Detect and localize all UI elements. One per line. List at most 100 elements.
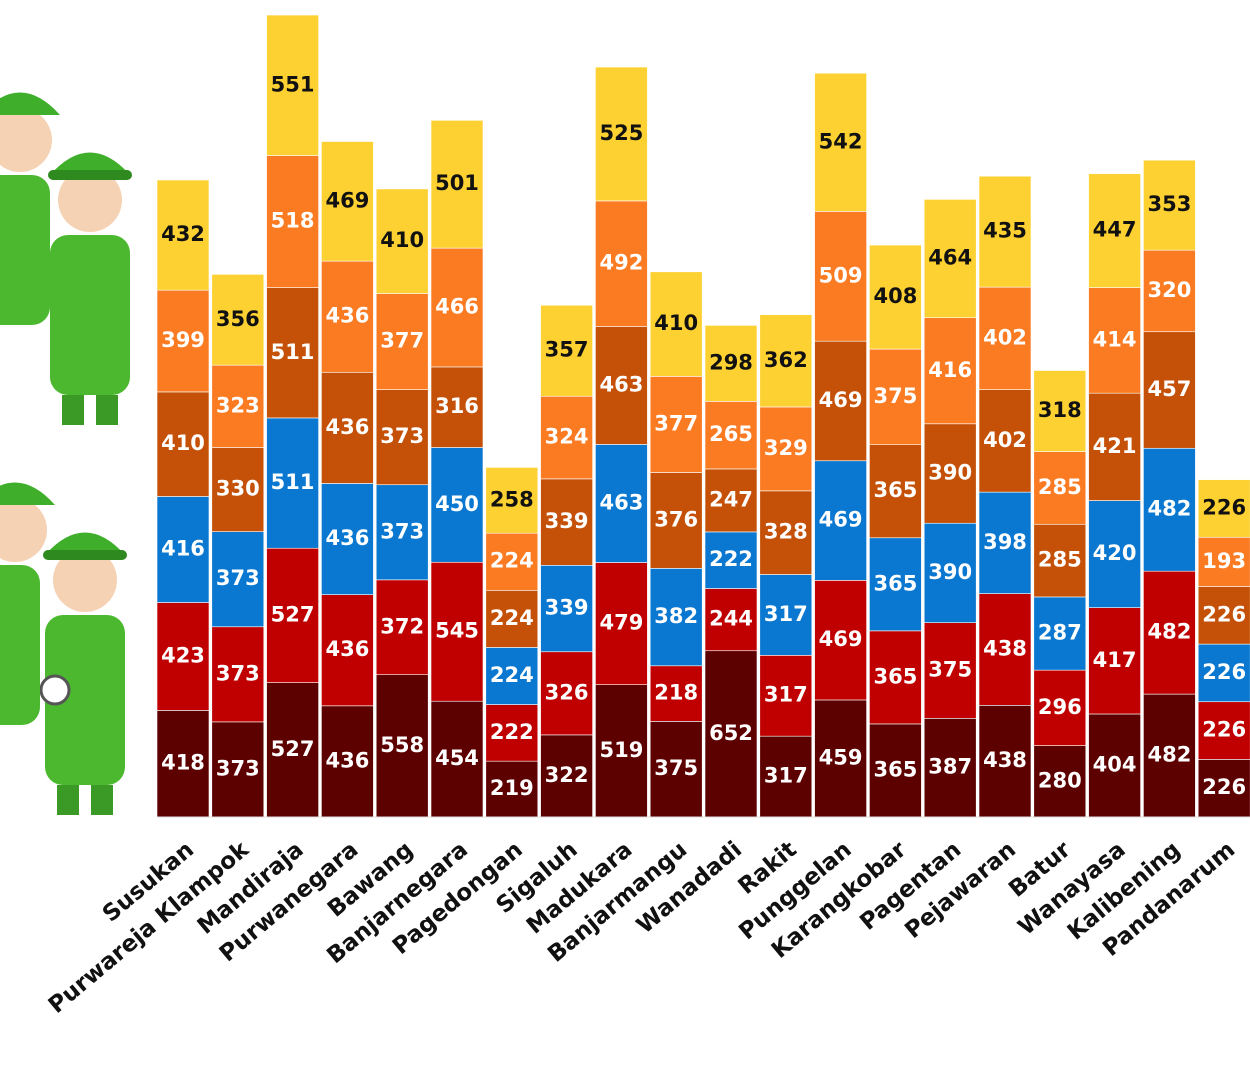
value-label: 287: [1038, 621, 1082, 645]
bar-segment: [1143, 331, 1196, 449]
value-label: 373: [380, 519, 424, 543]
bar-segment: [266, 287, 319, 419]
bar-segment: [923, 622, 977, 719]
value-label: 404: [1093, 752, 1137, 776]
bar-segment: [156, 710, 210, 818]
bar-segment: [923, 317, 977, 425]
value-label: 398: [983, 530, 1027, 554]
value-label: 285: [1038, 548, 1082, 572]
bar-segment: [814, 211, 867, 342]
value-label: 482: [1147, 620, 1191, 644]
value-label: 244: [709, 607, 753, 631]
value-label: 423: [161, 643, 205, 667]
bar-segment: [978, 389, 1032, 493]
value-label: 469: [819, 388, 863, 412]
value-label: 511: [271, 340, 315, 364]
bar-segment: [923, 522, 977, 623]
value-label: 318: [1038, 398, 1082, 422]
value-label: 469: [819, 627, 863, 651]
bar-segment: [485, 532, 539, 591]
value-label: 518: [271, 209, 315, 233]
value-label: 218: [654, 681, 698, 705]
bar-segment: [1197, 479, 1250, 538]
value-label: 373: [216, 566, 260, 590]
value-label: 421: [1093, 434, 1137, 458]
value-label: 436: [325, 415, 369, 439]
value-label: 329: [764, 436, 808, 460]
bar-segment: [1033, 523, 1087, 598]
value-label: 463: [599, 490, 643, 514]
bar-segment: [649, 376, 703, 473]
value-label: 527: [271, 602, 315, 626]
value-label: 410: [380, 228, 424, 252]
value-label: 317: [764, 683, 808, 707]
value-label: 339: [545, 509, 589, 533]
value-label: 479: [599, 611, 643, 635]
value-label: 222: [490, 720, 534, 744]
value-label: 402: [983, 428, 1027, 452]
value-label: 438: [983, 748, 1027, 772]
bar-segment: [321, 705, 374, 818]
value-label: 373: [216, 756, 260, 780]
bar-segment: [649, 271, 703, 377]
bar-segment: [266, 14, 319, 156]
value-label: 320: [1147, 278, 1191, 302]
bar-segment: [485, 467, 539, 534]
value-label: 420: [1093, 541, 1137, 565]
value-label: 652: [709, 721, 753, 745]
bar-segment: [321, 371, 374, 484]
bar-segment: [595, 326, 648, 445]
value-label: 375: [654, 756, 698, 780]
value-label: 482: [1147, 497, 1191, 521]
bar-segment: [211, 364, 265, 448]
value-label: 280: [1038, 768, 1082, 792]
bar-segment: [814, 72, 867, 212]
bar-segment: [1088, 607, 1141, 715]
bar-segment: [759, 574, 813, 656]
bar-segment: [375, 188, 429, 294]
bar-segment: [649, 665, 703, 722]
value-label: 226: [1202, 602, 1246, 626]
bar-segment: [869, 723, 922, 818]
value-label: 222: [709, 547, 753, 571]
bar-segment: [978, 175, 1032, 288]
bar-segment: [869, 630, 922, 725]
value-label: 416: [928, 358, 972, 382]
value-label: 317: [764, 764, 808, 788]
bar-segment: [704, 325, 758, 402]
bar-segment: [869, 537, 922, 632]
bar-segment: [430, 247, 484, 368]
bar-segment: [1197, 643, 1250, 703]
bar-segment: [211, 274, 265, 366]
bar-segment: [485, 760, 539, 818]
value-label: 296: [1038, 695, 1082, 719]
value-label: 511: [271, 470, 315, 494]
bar-segment: [923, 199, 977, 319]
value-label: 414: [1093, 327, 1137, 351]
value-label: 542: [819, 129, 863, 153]
bar-segment: [759, 655, 813, 737]
value-label: 328: [764, 520, 808, 544]
bar-segment: [266, 417, 319, 549]
value-label: 436: [325, 748, 369, 772]
bar-segment: [759, 314, 813, 408]
value-label: 226: [1202, 495, 1246, 519]
value-label: 545: [435, 619, 479, 643]
bar-segment: [595, 684, 648, 818]
value-label: 410: [161, 431, 205, 455]
value-label: 408: [873, 284, 917, 308]
bar-segment: [1033, 370, 1087, 452]
value-label: 316: [435, 394, 479, 418]
bar-segment: [375, 674, 429, 818]
value-label: 247: [709, 487, 753, 511]
bar-segment: [1033, 451, 1087, 525]
value-label: 447: [1093, 218, 1137, 242]
bar-segment: [211, 447, 265, 532]
value-label: 372: [380, 614, 424, 638]
bar-segment: [814, 340, 867, 462]
value-label: 373: [380, 424, 424, 448]
value-label: 450: [435, 492, 479, 516]
bar-segment: [430, 120, 484, 249]
value-label: 482: [1147, 743, 1191, 767]
bar-segment: [1143, 570, 1196, 695]
